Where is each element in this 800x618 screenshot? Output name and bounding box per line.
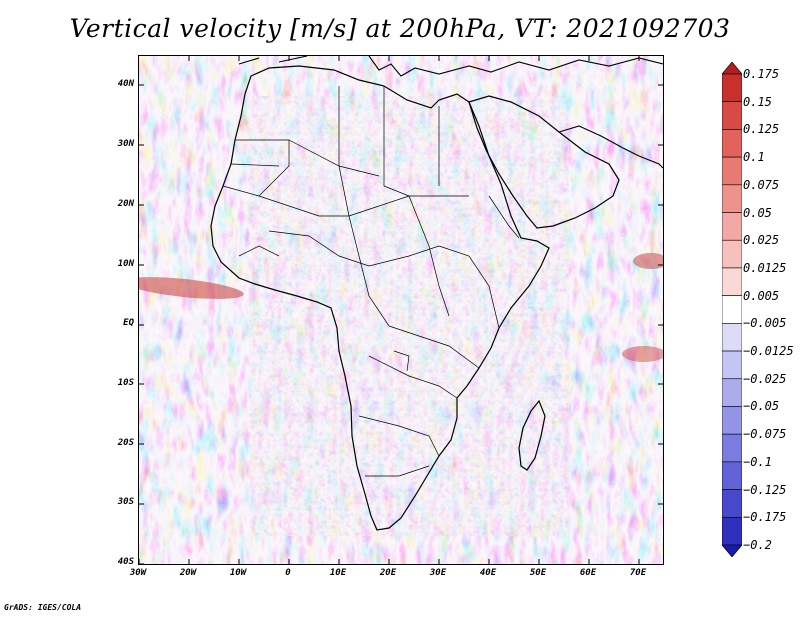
lat-label-40n: 40N (117, 79, 134, 89)
lat-label-eq: EQ (123, 318, 134, 328)
lon-label-70e: 70E (629, 568, 647, 578)
colorbar-band (722, 239, 742, 269)
colorbar-band (722, 267, 742, 296)
velocity-field-land-detail (249, 96, 569, 536)
colorbar-band (722, 101, 742, 130)
colorbar-band (722, 62, 742, 75)
colorbar-band (722, 323, 742, 352)
footer-credit: GrADS: IGES/COLA (4, 603, 82, 612)
colorbar-label: 0.005 (743, 288, 780, 303)
colorbar-band (722, 295, 742, 324)
colorbar-band (722, 350, 742, 380)
lat-label-30s: 30S (117, 497, 134, 507)
colorbar-label: 0.075 (743, 177, 780, 192)
colorbar-label: −0.025 (743, 371, 787, 386)
colorbar-band (722, 156, 742, 186)
colorbar-band (722, 184, 742, 213)
lon-label-60e: 60E (579, 568, 597, 578)
lon-label-10e: 10E (329, 568, 347, 578)
lon-label-30w: 30W (129, 568, 147, 578)
colorbar-band (722, 212, 742, 241)
lat-label-20n: 20N (117, 199, 134, 209)
africa-coastline (210, 65, 550, 531)
colorbar-band (722, 73, 742, 103)
colorbar-band (722, 489, 742, 518)
country-borders (222, 86, 520, 477)
lat-label-30n: 30N (117, 139, 134, 149)
lon-label-40e: 40E (479, 568, 497, 578)
colorbar-band (722, 433, 742, 463)
lon-label-20w: 20W (179, 568, 197, 578)
colorbar (722, 62, 742, 557)
colorbar-label: 0.175 (743, 67, 780, 81)
colorbar-band (722, 406, 742, 435)
colorbar-band (722, 378, 742, 407)
lat-label-10s: 10S (117, 378, 134, 388)
colorbar-label: −0.05 (743, 399, 780, 414)
colorbar-label: −0.125 (743, 482, 787, 497)
colorbar-label: −0.075 (743, 427, 787, 442)
colorbar-band (722, 544, 742, 557)
colorbar-label: −0.2 (743, 538, 772, 552)
colorbar-label: 0.0125 (743, 260, 787, 275)
updraft-streak-west (139, 277, 244, 299)
colorbar-label: 0.05 (743, 205, 772, 220)
colorbar-label: −0.0125 (743, 344, 794, 359)
lat-label-10n: 10N (117, 259, 134, 269)
map-panel[interactable] (138, 55, 664, 565)
colorbar-label: 0.1 (743, 150, 765, 165)
lon-label-30e: 30E (429, 568, 447, 578)
lon-label-0: 0 (285, 568, 291, 578)
lon-label-10w: 10W (229, 568, 247, 578)
frame-ticks (139, 56, 663, 564)
lon-label-50e: 50E (529, 568, 547, 578)
lat-label-40s: 40S (117, 557, 134, 567)
madagascar-coastline (518, 399, 546, 471)
colorbar-label: −0.1 (743, 454, 772, 469)
updraft-streak-east (633, 253, 663, 269)
colorbar-label: 0.125 (743, 122, 780, 137)
colorbar-label: 0.025 (743, 233, 780, 248)
europe-coastline (238, 56, 663, 77)
colorbar-band (722, 461, 742, 490)
colorbar-band (722, 129, 742, 158)
lon-label-20e: 20E (379, 568, 397, 578)
colorbar-label: −0.175 (743, 510, 787, 525)
updraft-streak-indian-ocean (622, 346, 663, 362)
persian-gulf-coastline (558, 125, 663, 169)
arabia-coastline (468, 95, 620, 229)
colorbar-band (722, 516, 742, 546)
colorbar-label: 0.15 (743, 94, 772, 109)
colorbar-label: −0.005 (743, 316, 787, 331)
plot-title: Vertical velocity [m/s] at 200hPa, VT: 2… (69, 14, 731, 43)
lat-label-20s: 20S (117, 438, 134, 448)
vertical-velocity-map (139, 56, 663, 564)
